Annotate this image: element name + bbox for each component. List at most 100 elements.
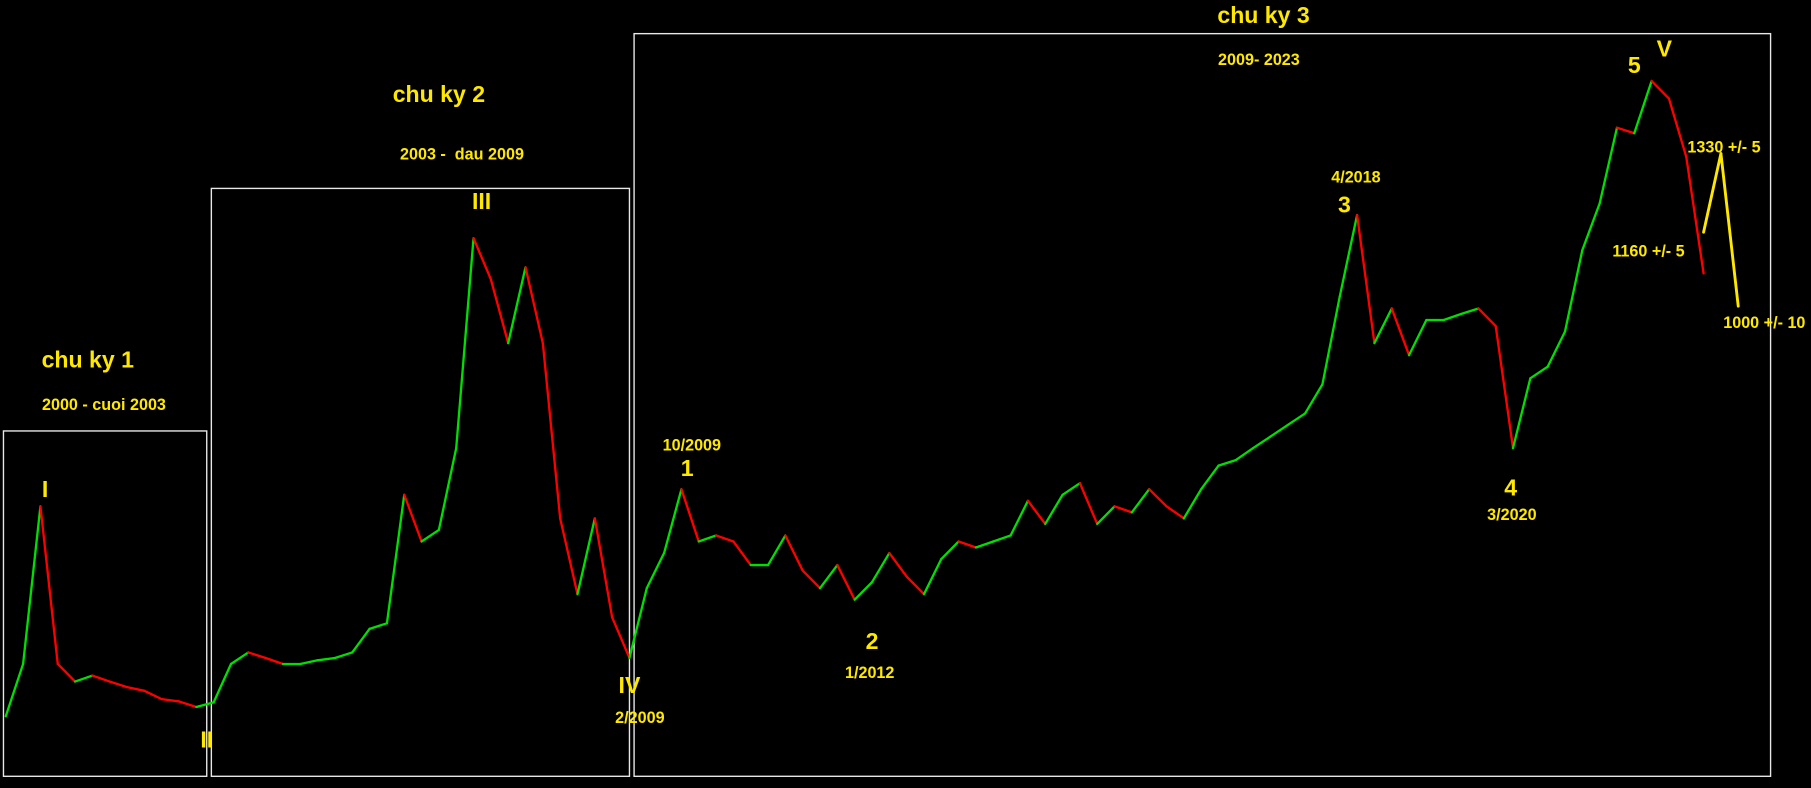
price-segment [1494, 324, 1515, 450]
price-segment [73, 674, 94, 683]
price-segment [229, 651, 250, 666]
price-segment [1286, 412, 1307, 427]
price-segment [1407, 318, 1428, 357]
price-segment [420, 528, 441, 543]
price-segment [368, 622, 389, 631]
price-segment [1529, 365, 1549, 380]
price-segment [974, 540, 995, 549]
price-segment [1096, 505, 1116, 526]
price-segment [1130, 488, 1151, 514]
wave-label: 2 [866, 628, 879, 654]
price-segment [299, 659, 319, 666]
price-segment [714, 534, 735, 543]
price-segment [351, 627, 371, 654]
price-segment [957, 540, 978, 549]
price-segment [680, 488, 700, 543]
price-segment [1685, 155, 1705, 275]
price-segment [905, 575, 926, 596]
target-label: 1000 +/- 10 [1723, 314, 1805, 332]
price-segment [316, 656, 337, 662]
price-segment [524, 266, 544, 345]
price-segment [21, 505, 42, 666]
cycle-box [633, 32, 1772, 777]
price-segment [732, 540, 752, 567]
price-segment [143, 689, 163, 701]
wave-label: 1 [681, 455, 694, 481]
price-segment [1598, 126, 1619, 205]
price-lines [4, 79, 1740, 718]
price-segment [1511, 377, 1532, 450]
price-segment [1563, 249, 1584, 333]
price-segment [472, 237, 493, 281]
price-segment [403, 493, 423, 543]
price-segment [1182, 488, 1203, 520]
cycle-box [210, 187, 631, 777]
price-segment [1581, 202, 1601, 252]
price-segment [1321, 295, 1341, 386]
price-segment [1200, 464, 1220, 491]
price-segment [1667, 97, 1688, 158]
date-label: 2/2009 [615, 709, 664, 727]
cycle-box [2, 430, 208, 777]
price-segment [1719, 152, 1740, 308]
cycle-title: chu ky 1 [42, 346, 135, 372]
price-segment [1373, 307, 1393, 345]
price-segment [1148, 488, 1168, 508]
price-segment [1633, 79, 1653, 135]
wave-label: V [1657, 36, 1673, 62]
price-segment [1234, 446, 1255, 462]
price-segment [1546, 330, 1567, 368]
price-segment [610, 616, 631, 660]
cycle-title: chu ky 3 [1217, 2, 1309, 28]
price-segment [1338, 213, 1359, 298]
cycle-range: 2000 - cuoi 2003 [42, 396, 166, 414]
price-segment [801, 569, 822, 590]
price-segment [1442, 312, 1463, 322]
price-segment [818, 563, 839, 590]
price-segment [455, 237, 475, 450]
price-segment [1113, 505, 1134, 514]
price-segment [992, 534, 1012, 543]
date-label: 3/2020 [1487, 506, 1536, 524]
price-segment [39, 505, 59, 666]
price-segment [247, 651, 267, 660]
price-segment [645, 551, 666, 590]
price-segment [1078, 482, 1099, 526]
wave-label: I [42, 476, 48, 502]
price-segment [160, 697, 181, 703]
price-segment [264, 656, 285, 666]
cycle-range: 2009- 2023 [1218, 51, 1300, 69]
cycle-range: 2003 - dau 2009 [400, 146, 524, 164]
price-segment [559, 517, 579, 596]
wave-label: 3 [1338, 192, 1351, 218]
price-segment [922, 557, 943, 596]
price-segment [1044, 493, 1064, 526]
price-segment [489, 278, 510, 345]
price-segment [784, 534, 804, 572]
price-segment [507, 266, 527, 345]
price-segment [766, 534, 787, 567]
price-segment [56, 662, 77, 683]
price-segment [1165, 505, 1186, 520]
wave-label: 4 [1504, 475, 1517, 501]
price-segment [333, 651, 354, 660]
price-segment [1061, 482, 1082, 496]
price-segment [1615, 126, 1636, 135]
price-segment [1026, 499, 1047, 526]
target-label: 1330 +/- 5 [1687, 139, 1760, 157]
price-segment [662, 488, 683, 555]
price-segment [576, 517, 596, 596]
date-label: 10/2009 [663, 437, 721, 455]
price-segment [628, 587, 648, 660]
target-label: 1160 +/- 5 [1612, 243, 1684, 261]
price-segment [541, 341, 562, 520]
price-segment [1702, 152, 1723, 234]
price-segment [1217, 458, 1237, 467]
date-label: 1/2012 [845, 664, 894, 682]
price-segment [125, 685, 146, 692]
price-segment [212, 662, 233, 704]
price-segment [1303, 383, 1324, 415]
